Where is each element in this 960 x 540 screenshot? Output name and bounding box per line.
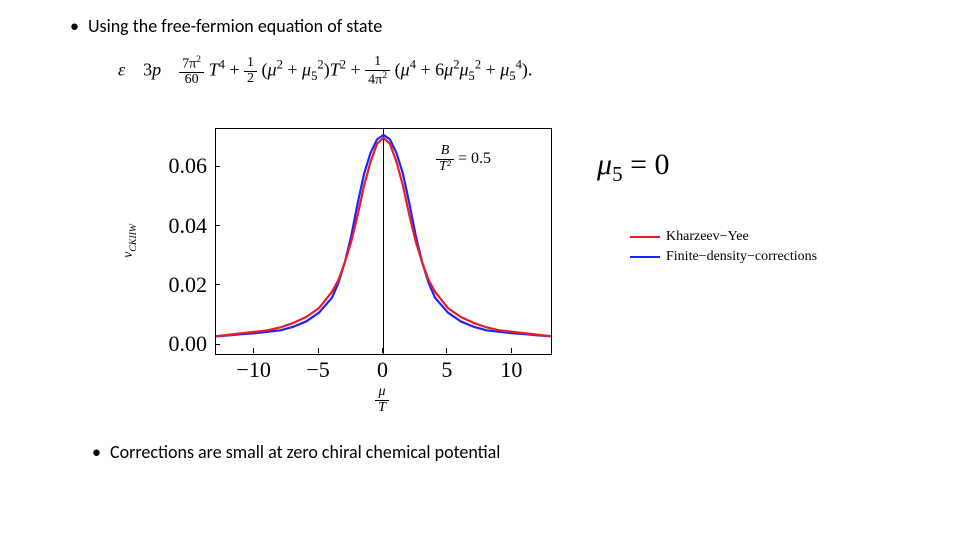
ytick-mark	[215, 225, 220, 226]
xtick-label: 5	[422, 357, 472, 383]
x-axis-num: μ	[375, 385, 389, 401]
slide: Using the free-fermion equation of state…	[0, 0, 960, 540]
legend-label-red: Kharzeev−Yee	[666, 229, 749, 245]
xtick-mark	[318, 348, 319, 353]
ytick-mark	[215, 284, 220, 285]
x-axis-den: T	[375, 401, 389, 416]
xtick-mark	[446, 348, 447, 353]
ytick-label: 0.02	[147, 272, 207, 298]
chart-annotation: B T² = 0.5	[436, 144, 491, 174]
mu5-rhs: = 0	[630, 148, 669, 181]
xtick-label: −5	[293, 357, 343, 383]
mu5-symbol: μ	[597, 148, 612, 181]
xtick-mark	[382, 348, 383, 353]
side-equation-mu5: μ5 = 0	[597, 148, 669, 187]
bullet-bottom: Corrections are small at zero chiral che…	[110, 441, 500, 463]
legend-swatch-red	[630, 236, 660, 238]
mu5-sub: 5	[612, 162, 623, 186]
annot-den: T²	[436, 160, 454, 175]
legend-item-red: Kharzeev−Yee	[630, 229, 817, 245]
legend-label-blue: Finite−density−corrections	[666, 249, 817, 265]
ytick-label: 0.06	[147, 153, 207, 179]
chart-plot-area: B T² = 0.5	[215, 128, 552, 355]
xtick-mark	[253, 348, 254, 353]
xtick-mark	[511, 348, 512, 353]
chart-svg	[216, 129, 551, 354]
bullet-top: Using the free-fermion equation of state	[88, 15, 382, 37]
legend-item-blue: Finite−density−corrections	[630, 249, 817, 265]
equation-of-state: ε 3p 7π260 T4 + 12 (μ2 + μ52)T2 + 14π2 (…	[118, 55, 532, 88]
xtick-label: 10	[486, 357, 536, 383]
xtick-label: 0	[358, 357, 408, 383]
legend: Kharzeev−Yee Finite−density−corrections	[630, 229, 817, 269]
annot-num: B	[436, 144, 454, 160]
ytick-mark	[215, 166, 220, 167]
annot-rhs: = 0.5	[458, 150, 491, 167]
legend-swatch-blue	[630, 256, 660, 258]
xtick-label: −10	[229, 357, 279, 383]
ytick-mark	[215, 344, 220, 345]
ytick-label: 0.00	[147, 331, 207, 357]
x-axis-label: μ T	[372, 385, 392, 415]
y-axis-label: vCKIIW	[121, 224, 139, 258]
ytick-label: 0.04	[147, 213, 207, 239]
